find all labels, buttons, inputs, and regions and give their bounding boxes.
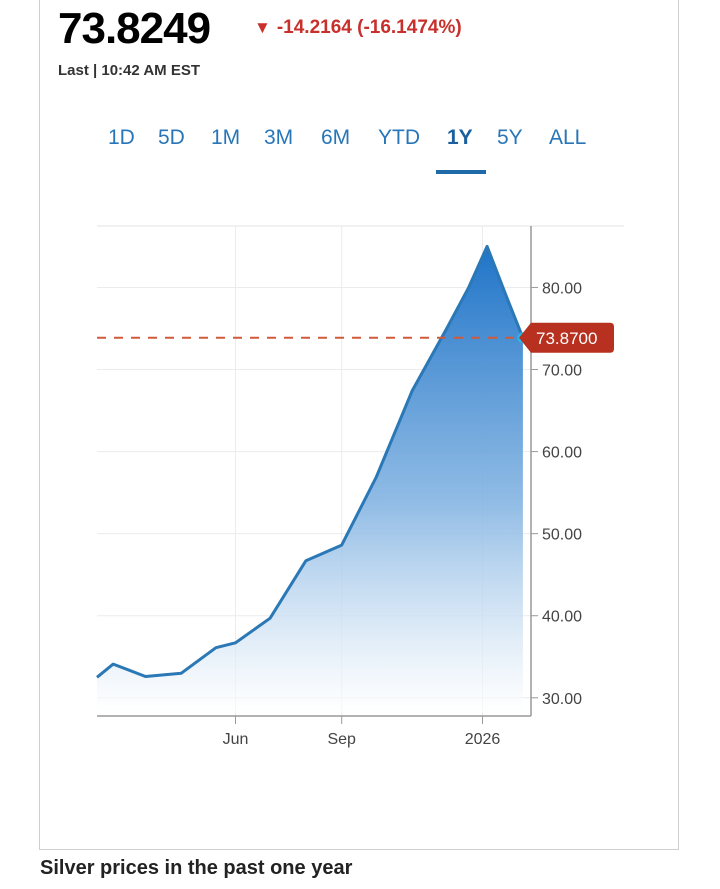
x-tick-label: 2026 [465, 731, 501, 748]
y-tick-label: 70.00 [542, 363, 582, 380]
price-line [96, 244, 525, 679]
y-tick-label: 60.00 [542, 445, 582, 462]
tab-3m[interactable]: 3M [264, 126, 294, 149]
price-change: ▼ -14.2164 (-16.1474%) [254, 17, 462, 39]
tab-1d[interactable]: 1D [108, 126, 135, 149]
price-area-fill [97, 246, 523, 712]
current-price-tag [519, 322, 614, 353]
down-arrow-icon: ▼ [254, 18, 271, 37]
x-tick-label: Sep [327, 731, 356, 748]
price-value: 73.8249 [58, 4, 211, 53]
current-price-label: 73.8700 [536, 329, 597, 348]
tab-ytd[interactable]: YTD [378, 126, 420, 149]
chart-axes [97, 226, 538, 724]
y-tick-label: 50.00 [542, 527, 582, 544]
y-tick-label: 40.00 [542, 609, 582, 626]
active-tab-indicator [436, 170, 486, 174]
price-chart: 30.00 40.00 50.00 60.00 70.00 80.00 Jun Sep 2026… [96, 225, 624, 748]
y-tick-label: 80.00 [542, 280, 582, 297]
tab-5y[interactable]: 5Y [497, 126, 523, 149]
chart-labels: 30.00 40.00 50.00 60.00 70.00 80.00 Jun Sep 2026… [223, 280, 614, 748]
tab-1y[interactable]: 1Y [447, 126, 473, 149]
chart-caption: Silver prices in the past one year [40, 857, 353, 879]
last-updated: Last | 10:42 AM EST [58, 62, 201, 79]
tab-6m[interactable]: 6M [321, 126, 351, 149]
y-tick-label: 30.00 [542, 691, 582, 708]
chart-area [96, 244, 535, 712]
tab-5d[interactable]: 5D [158, 126, 185, 149]
tab-all[interactable]: ALL [549, 126, 587, 149]
price-change-text: -14.2164 (-16.1474%) [276, 17, 462, 38]
tab-1m[interactable]: 1M [211, 126, 241, 149]
x-tick-label: Jun [223, 731, 249, 748]
